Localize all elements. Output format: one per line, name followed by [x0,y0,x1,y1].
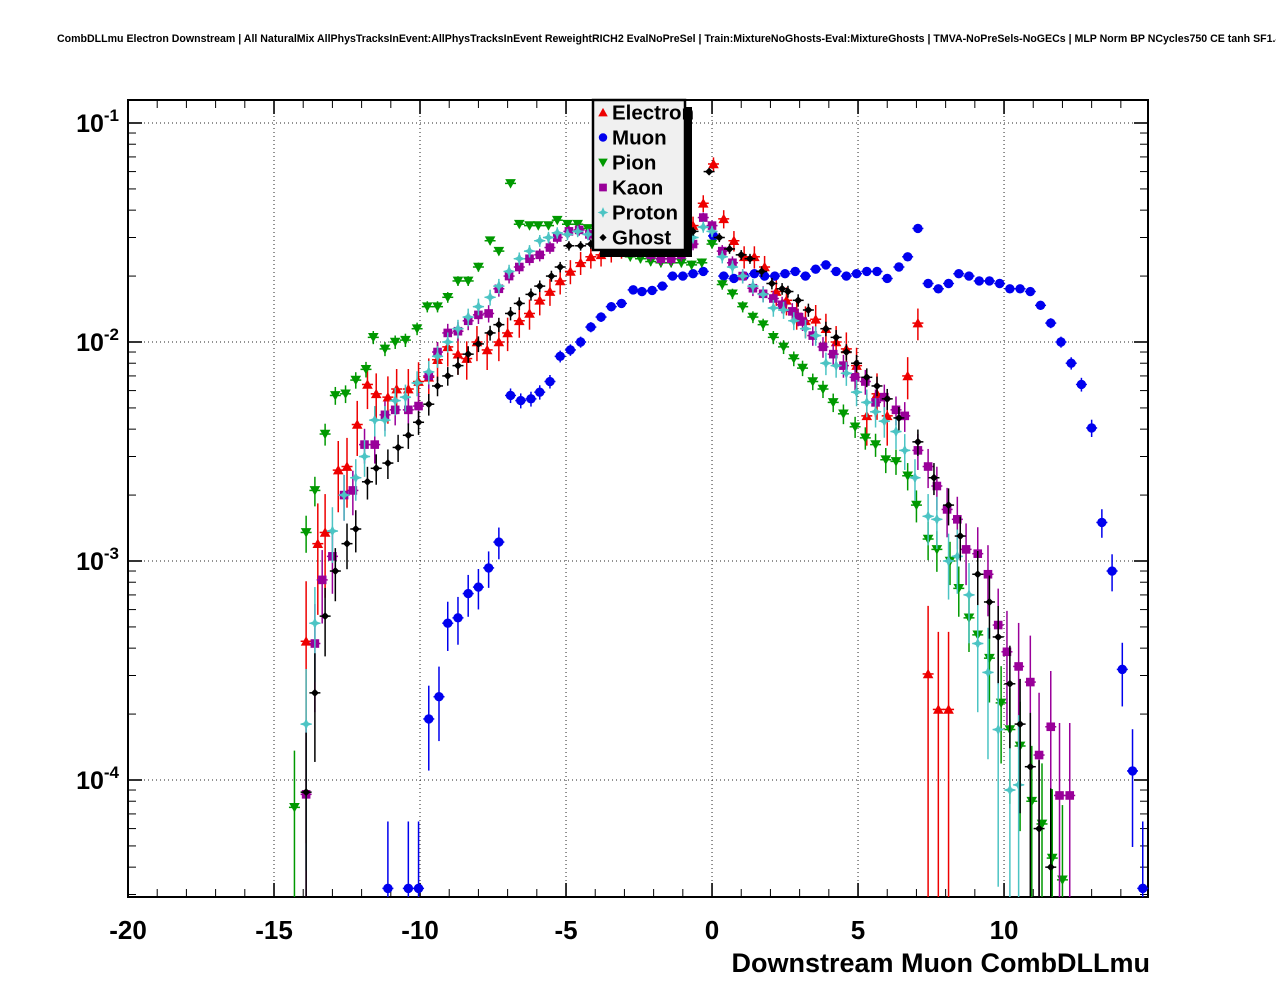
y-tick-labels: 10-1 10-2 10-3 10-4 [76,106,119,795]
svg-text:Muon: Muon [612,127,667,150]
legend-item-pion: Pion [598,152,656,175]
series-pion [288,179,1068,897]
legend-item-muon: Muon [598,127,667,150]
svg-text:Ghost: Ghost [612,227,671,250]
svg-text:Pion: Pion [612,152,656,175]
svg-text:10: 10 [990,915,1019,945]
svg-text:-10: -10 [401,915,439,945]
svg-text:10-3: 10-3 [76,544,119,576]
series-electron [300,157,955,897]
legend-item-ghost: Ghost [599,227,671,250]
svg-text:10-4: 10-4 [76,763,119,795]
plot-area: -20 -15 -10 -5 0 5 10 10-1 10-2 10-3 10-4 ElectronM… [76,98,1149,945]
svg-text:-20: -20 [109,915,147,945]
svg-text:5: 5 [851,915,865,945]
svg-text:Proton: Proton [612,202,678,225]
svg-text:-5: -5 [554,915,577,945]
svg-text:Electron: Electron [612,102,694,125]
plot-title: CombDLLmu Electron Downstream | All Natu… [57,33,1276,45]
svg-text:Kaon: Kaon [612,177,663,200]
x-tick-labels: -20 -15 -10 -5 0 5 10 [109,915,1018,945]
svg-text:-15: -15 [255,915,293,945]
axis-ticks [127,100,1148,897]
svg-text:10-2: 10-2 [76,325,119,357]
legend-item-kaon: Kaon [599,177,663,200]
svg-text:10-1: 10-1 [76,106,119,138]
legend-box [591,98,687,252]
svg-text:0: 0 [705,915,719,945]
x-axis-title: Downstream Muon CombDLLmu [732,948,1151,978]
legend-item-proton: Proton [597,202,678,225]
legend-item-electron: Electron [598,102,694,125]
series-muon [382,223,1149,897]
